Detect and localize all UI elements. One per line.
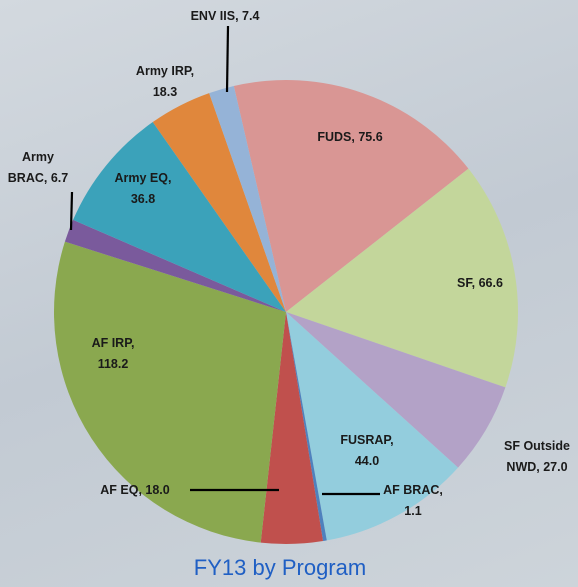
slice-value: 44.0 bbox=[354, 454, 380, 468]
pie-slice bbox=[260, 312, 324, 544]
slice-value: 27.0 bbox=[543, 460, 568, 474]
slice-name: AF IRP bbox=[92, 336, 135, 350]
pie-slice bbox=[209, 85, 286, 313]
slice-name: ENV IIS bbox=[191, 9, 242, 23]
slice-name: Army BRAC bbox=[8, 150, 54, 185]
slice-value: 36.8 bbox=[130, 192, 156, 206]
pie-slice bbox=[233, 80, 469, 313]
pie-slice bbox=[152, 93, 286, 312]
slice-name: FUDS bbox=[317, 130, 358, 144]
pie-slices bbox=[53, 80, 518, 544]
data-label: AF EQ18.0 bbox=[65, 480, 205, 501]
data-label: AF IRP 118.2 bbox=[68, 333, 158, 375]
slice-value: 66.6 bbox=[478, 276, 503, 290]
slice-name: SF bbox=[457, 276, 479, 290]
leader-line bbox=[225, 25, 230, 93]
pie-slice bbox=[53, 241, 287, 543]
chart-title: FY13 by Program bbox=[193, 555, 367, 580]
pie-slice bbox=[286, 312, 327, 542]
pie-slice bbox=[286, 168, 518, 388]
data-label: AF BRAC 1.1 bbox=[373, 480, 453, 522]
data-label: SF Outside NWD27.0 bbox=[497, 436, 577, 478]
data-label: Army IRP 18.3 bbox=[120, 61, 210, 103]
slice-value: 6.7 bbox=[50, 171, 69, 185]
leader-lines bbox=[69, 25, 380, 496]
data-label: FUSRAP 44.0 bbox=[322, 430, 412, 472]
slice-value: 18.0 bbox=[145, 483, 170, 497]
slice-value: 18.3 bbox=[152, 85, 178, 99]
pie-slice bbox=[286, 312, 506, 468]
slice-value: 118.2 bbox=[97, 357, 129, 371]
data-label: FUDS75.6 bbox=[280, 127, 420, 148]
data-label: Army BRAC6.7 bbox=[3, 147, 73, 189]
slice-value: 1.1 bbox=[404, 504, 422, 518]
slice-name: Army EQ bbox=[115, 171, 172, 185]
slice-name: AF EQ bbox=[100, 483, 145, 497]
pie-slice bbox=[64, 219, 286, 312]
data-label: SF66.6 bbox=[420, 273, 540, 294]
slice-value: 75.6 bbox=[358, 130, 383, 144]
slice-name: FUSRAP bbox=[340, 433, 393, 447]
slice-name: Army IRP bbox=[136, 64, 194, 78]
slice-value: 7.4 bbox=[242, 9, 260, 23]
data-label: Army EQ 36.8 bbox=[98, 168, 188, 210]
data-label: ENV IIS7.4 bbox=[165, 6, 285, 27]
pie-slice bbox=[73, 122, 286, 312]
slice-name: AF BRAC bbox=[383, 483, 443, 497]
pie-slice bbox=[286, 312, 459, 541]
leader-line bbox=[69, 191, 74, 231]
